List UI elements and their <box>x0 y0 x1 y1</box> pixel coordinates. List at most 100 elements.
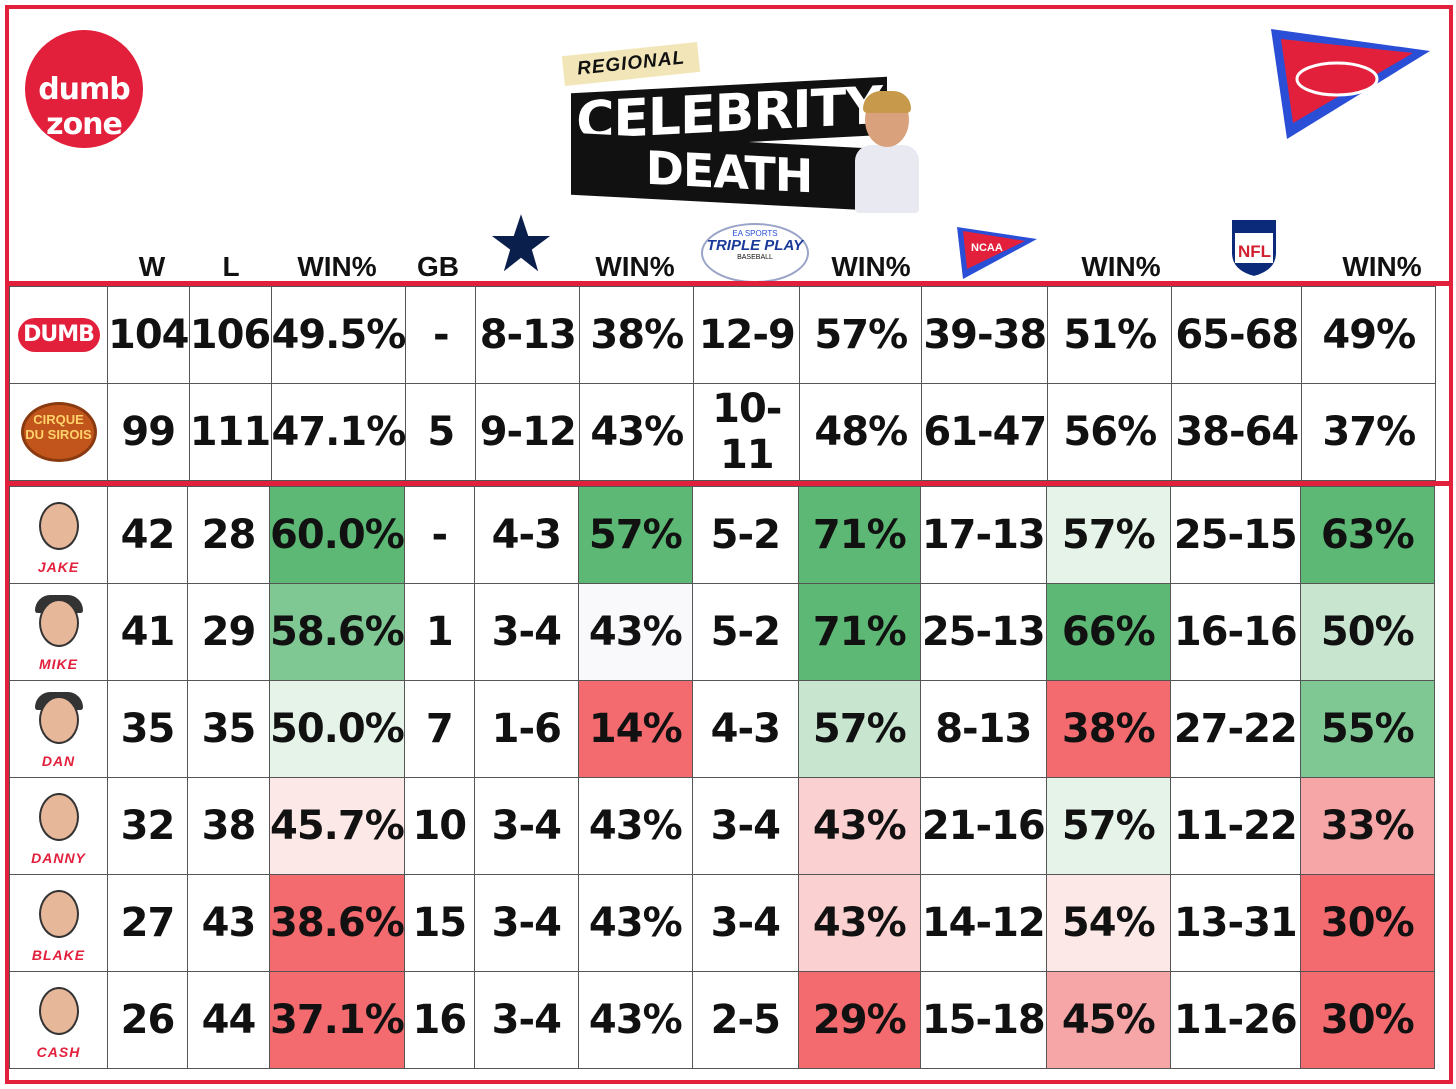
cell: 35 <box>187 680 270 778</box>
cell: 7 <box>403 680 475 778</box>
cell: 39-38 <box>921 286 1049 384</box>
nfl-text: NFL <box>1238 242 1271 261</box>
cell: 50.0% <box>269 680 405 778</box>
team-table: DUMB 104 106 49.5% - 8-13 38% 12-9 57% 3… <box>9 286 1437 481</box>
cell: 1-6 <box>473 680 579 778</box>
avatar <box>27 981 91 1043</box>
player-avatar-cell: BLAKE <box>9 874 108 972</box>
cell: 35 <box>107 680 188 778</box>
logo-text: dumb zone <box>38 72 131 142</box>
title-line-2: DEATH MATCH <box>571 132 887 266</box>
cell: 106 <box>188 286 272 384</box>
cell: 38% <box>1045 680 1171 778</box>
cell: 4-3 <box>691 680 799 778</box>
cell: 37.1% <box>269 971 405 1069</box>
cell: 28 <box>187 486 270 584</box>
cell: 14-12 <box>919 874 1047 972</box>
cell: 58.6% <box>269 583 405 681</box>
cell: 5 <box>405 383 477 481</box>
cell: 57% <box>577 486 693 584</box>
team-logo-cirque: CIRQUE DU SIROIS <box>9 383 108 481</box>
cell: 63% <box>1299 486 1435 584</box>
col-header-ncaa-win-pct: WIN% <box>1081 251 1161 282</box>
cell: 41 <box>107 583 188 681</box>
cell: 43% <box>577 777 693 875</box>
cell: 21-16 <box>919 777 1047 875</box>
cell: 43% <box>577 874 693 972</box>
player-row-dan: DAN 35 35 50.0% 7 1-6 14% 4-3 57% 8-13 38% 27-22 55% <box>9 680 1435 778</box>
cell: 111 <box>188 383 272 481</box>
col-header-cowboys-win-pct: WIN% <box>595 251 675 282</box>
avatar <box>27 593 91 655</box>
player-row-jake: JAKE 42 28 60.0% -4-3 57% 5-2 71% 17-13 57% 25-15 6… <box>9 486 1435 584</box>
cell: 45.7% <box>269 777 405 875</box>
cell: 26 <box>107 971 188 1069</box>
cell: 60.0% <box>269 486 405 584</box>
player-name: DAN <box>41 753 76 769</box>
ea-text: EA SPORTS <box>732 229 778 238</box>
cell: 38.6% <box>269 874 405 972</box>
cell: 10 <box>403 777 475 875</box>
avatar <box>27 787 91 849</box>
col-header-gb: GB <box>417 251 459 282</box>
cell: 16-16 <box>1169 583 1301 681</box>
cell: 30% <box>1299 971 1435 1069</box>
cell: 38% <box>579 286 695 384</box>
cell: 38 <box>187 777 270 875</box>
cell: 45% <box>1045 971 1171 1069</box>
player-row-blake: BLAKE 27 43 38.6% 15 3-4 43% 3-4 43% 14-12 54% 13-3… <box>9 874 1435 972</box>
cell: 57% <box>797 680 921 778</box>
cell: 44 <box>187 971 270 1069</box>
cell: 30% <box>1299 874 1435 972</box>
cell: 13-31 <box>1169 874 1301 972</box>
cell: 43% <box>579 383 695 481</box>
nfl-shield-icon: NFL <box>1230 218 1278 279</box>
avatar <box>27 496 91 558</box>
player-avatar-cell: JAKE <box>9 486 108 584</box>
cell: 16 <box>403 971 475 1069</box>
cell: 49% <box>1301 286 1437 384</box>
col-header-l: L <box>222 251 240 282</box>
cell: 3-4 <box>473 583 579 681</box>
cell: 57% <box>799 286 923 384</box>
cell: 9-12 <box>475 383 581 481</box>
cell: 47.1% <box>270 383 407 481</box>
cell: 27 <box>107 874 188 972</box>
cell: 104 <box>107 286 190 384</box>
section-divider <box>9 481 1449 486</box>
cell: 17-13 <box>919 486 1047 584</box>
player-name: JAKE <box>37 559 80 575</box>
cell: 3-4 <box>473 971 579 1069</box>
col-header-w: W <box>138 251 166 282</box>
cell: 2-5 <box>691 971 799 1069</box>
col-header-tripleplay-win-pct: WIN% <box>831 251 911 282</box>
cell: 14% <box>577 680 693 778</box>
ncaa-pennant-icon: NCAA <box>957 227 1037 279</box>
ncaa-text: NCAA <box>971 242 1003 254</box>
cell: 56% <box>1047 383 1173 481</box>
cell: 54% <box>1045 874 1171 972</box>
title-small: REGIONAL <box>561 41 701 87</box>
cell: 8-13 <box>919 680 1047 778</box>
col-header-nfl-win-pct: WIN% <box>1342 251 1422 282</box>
cell: 4-3 <box>473 486 579 584</box>
triple-play-logo: EA SPORTS TRIPLE PLAY BASEBALL <box>701 223 809 283</box>
cell: 5-2 <box>691 486 799 584</box>
cell: 37% <box>1301 383 1437 481</box>
cell: 3-4 <box>691 777 799 875</box>
cell: 25-13 <box>919 583 1047 681</box>
cell: 61-47 <box>921 383 1049 481</box>
cell: 10-11 <box>693 383 801 481</box>
cell: 3-4 <box>691 874 799 972</box>
cell: 5-2 <box>691 583 799 681</box>
cell: 99 <box>107 383 190 481</box>
cell: 8-13 <box>475 286 581 384</box>
team-logo-dumbzone: DUMB <box>9 286 108 384</box>
player-avatar-cell: DANNY <box>9 777 108 875</box>
cell: 1 <box>403 583 475 681</box>
cell: 11-22 <box>1169 777 1301 875</box>
cell: 49.5% <box>270 286 407 384</box>
team-row: CIRQUE DU SIROIS 99 111 47.1% 5 9-12 43%… <box>9 383 1437 481</box>
cell: 32 <box>107 777 188 875</box>
player-table: JAKE 42 28 60.0% -4-3 57% 5-2 71% 17-13 57% 25-15 6… <box>9 486 1435 1069</box>
